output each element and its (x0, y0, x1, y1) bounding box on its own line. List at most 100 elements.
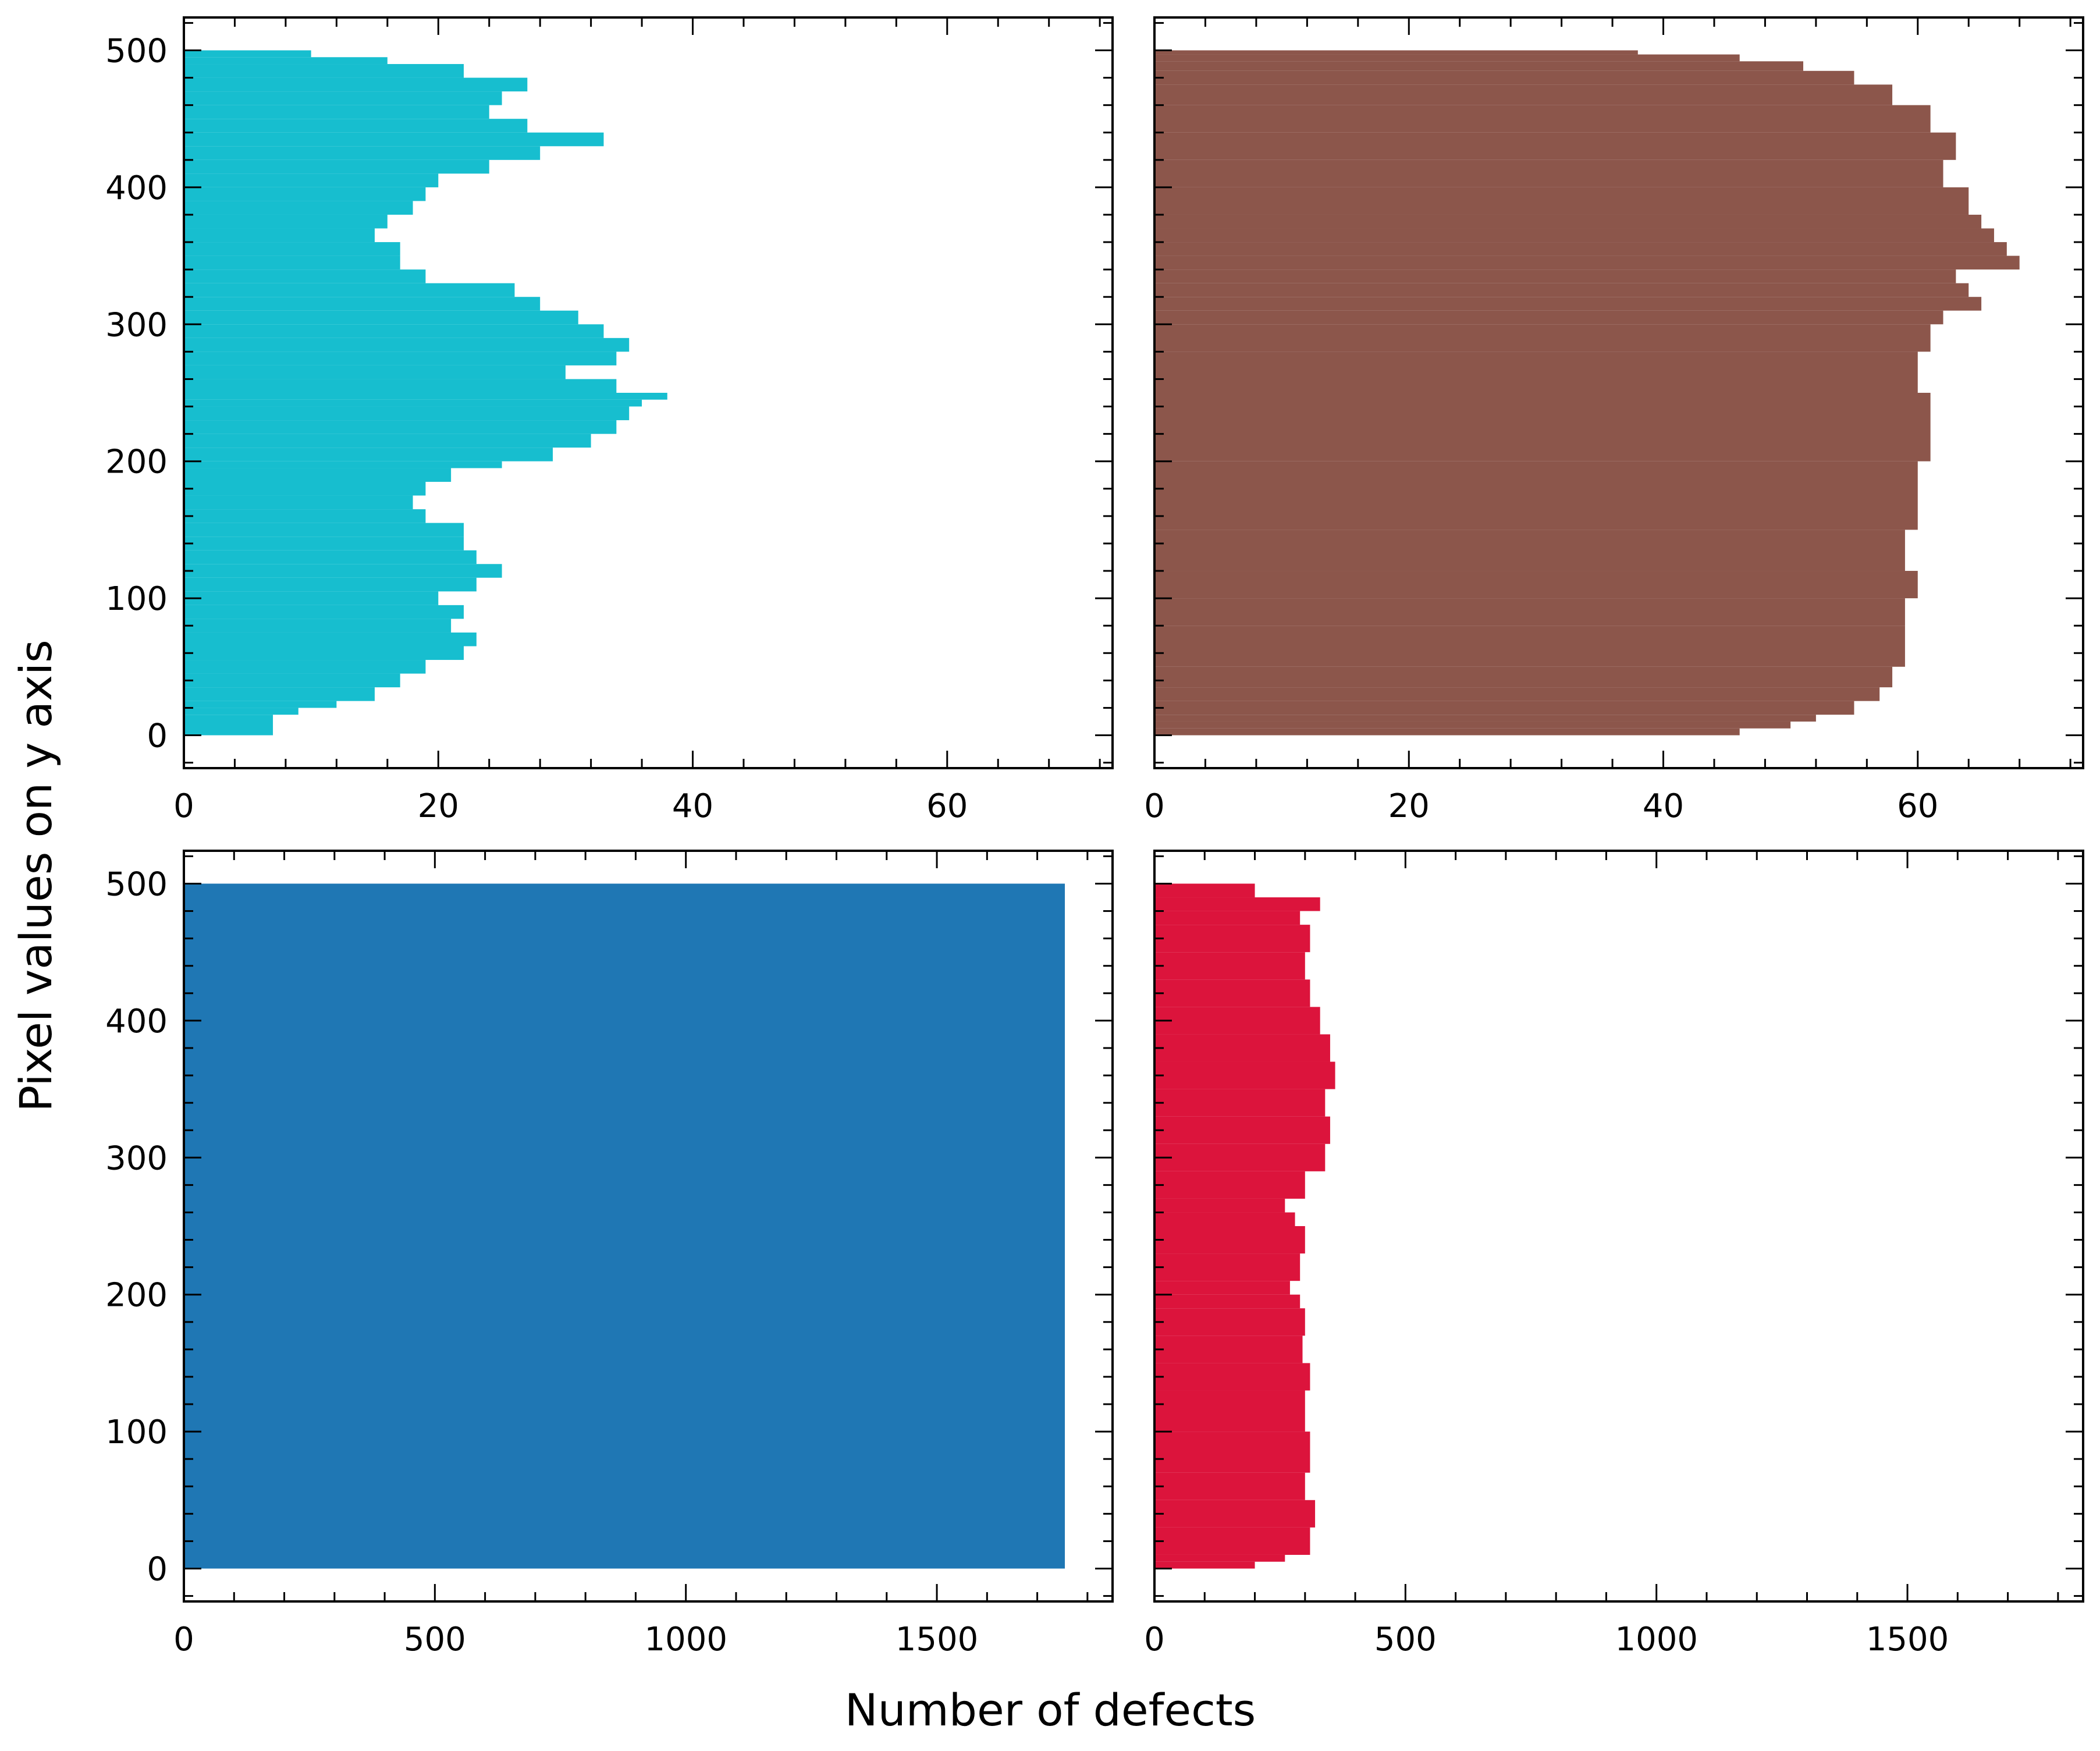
bar (1154, 728, 1740, 736)
bar (1154, 911, 1300, 925)
y-tick-label: 300 (105, 306, 168, 344)
bar (1154, 324, 1931, 352)
bar (184, 77, 528, 92)
bar (1154, 297, 1982, 311)
bar (184, 708, 299, 715)
bar (1154, 1527, 1310, 1555)
bar (1154, 1336, 1303, 1363)
bars-top-right (1154, 50, 2020, 736)
bar (1154, 1253, 1300, 1281)
x-tick-label: 1500 (896, 1621, 979, 1658)
bar (184, 132, 604, 147)
bar (1154, 715, 1816, 722)
bars-bottom-right (1154, 883, 1335, 1569)
bar (184, 338, 630, 352)
bar (1154, 1198, 1285, 1213)
bar (184, 495, 413, 510)
bar (184, 365, 566, 379)
panel-bottom-left: 0 500 1000 1500 0 100 200 300 400 500 (105, 850, 1114, 1658)
bar (1154, 1171, 1305, 1199)
bar (1154, 461, 1918, 530)
x-tick-label: 20 (1388, 787, 1430, 825)
bar (184, 619, 452, 633)
bar (184, 715, 273, 736)
bar (184, 351, 617, 365)
bar (184, 550, 477, 564)
y-tick-label: 200 (105, 443, 168, 481)
bar (184, 537, 464, 550)
bar (184, 119, 528, 133)
bar (184, 393, 667, 400)
x-tick-label: 1000 (644, 1621, 727, 1658)
bar (184, 660, 426, 674)
bar (1154, 598, 1905, 626)
bar (184, 523, 464, 537)
bar (1154, 626, 1905, 667)
bar (184, 420, 617, 434)
bar (184, 214, 388, 229)
bar (184, 399, 642, 407)
bar (184, 406, 630, 421)
bar (184, 50, 311, 58)
x-tick-label: 60 (1897, 787, 1938, 825)
bar (184, 269, 426, 283)
x-tick-label: 1500 (1866, 1621, 1949, 1658)
bar (1154, 283, 1969, 297)
bar (184, 509, 426, 523)
bar (184, 173, 439, 187)
bar (184, 646, 464, 660)
y-axis-label: Pixel values on y axis (10, 640, 62, 1112)
bar (184, 297, 541, 311)
bar (1154, 883, 1255, 898)
bar (184, 255, 400, 270)
bar (184, 146, 541, 160)
bar (1154, 269, 1956, 283)
bar (1154, 310, 1943, 325)
bar (1154, 897, 1320, 911)
bar (184, 673, 400, 688)
x-tick-label: 500 (1374, 1621, 1437, 1658)
bar (184, 564, 502, 578)
bars-bottom-left (184, 883, 1065, 1569)
axes-frame (183, 16, 1114, 769)
y-tick-label: 400 (105, 169, 168, 207)
bar (184, 201, 413, 215)
bar (1154, 242, 2007, 256)
bar (1154, 952, 1305, 980)
bar (184, 64, 464, 78)
bar (184, 91, 502, 105)
bar (1154, 1034, 1330, 1062)
bar (184, 242, 400, 256)
bar (1154, 666, 1893, 688)
bar (184, 228, 375, 243)
x-tick-label: 0 (1144, 787, 1165, 825)
bar (1154, 1212, 1295, 1226)
bar (1154, 255, 2020, 270)
bar (1154, 701, 1854, 715)
y-tick-label: 100 (105, 580, 168, 618)
bar (1154, 105, 1931, 133)
bar (184, 434, 591, 448)
bar (1154, 61, 1804, 71)
panel-top-left: 0 20 40 60 0 100 200 300 400 500 (105, 16, 1114, 825)
x-axis-label: Number of defects (845, 1684, 1256, 1736)
bar (1154, 1432, 1310, 1473)
bar (1154, 159, 1943, 187)
bar (1154, 687, 1880, 701)
bar (1154, 393, 1931, 461)
bar (184, 379, 617, 393)
axes-frame (1153, 16, 2084, 769)
bar (184, 468, 452, 482)
bar (1154, 1089, 1326, 1117)
bar (1154, 228, 1994, 243)
bar (1154, 1308, 1305, 1336)
bar (1154, 1007, 1320, 1035)
bar (184, 591, 439, 605)
bar (184, 577, 477, 592)
panel-top-right: 0 20 40 60 (1144, 16, 2084, 825)
x-tick-label: 40 (1643, 787, 1684, 825)
bar (1154, 1143, 1326, 1171)
x-tick-label: 0 (1144, 1621, 1165, 1658)
bar (184, 283, 515, 297)
